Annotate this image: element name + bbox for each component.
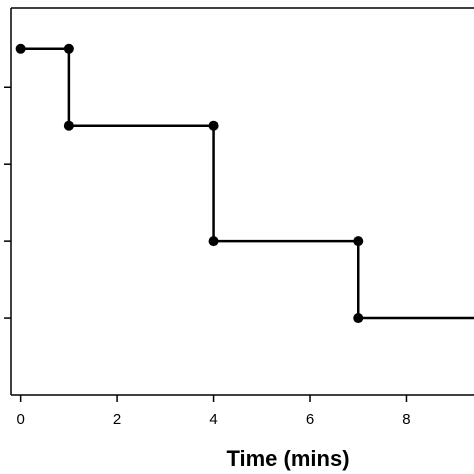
x-tick-label: 6: [306, 411, 314, 428]
data-point: [208, 236, 219, 247]
data-point: [63, 120, 74, 131]
step-line: [20, 47, 360, 319]
x-axis-label: Time (mins): [226, 446, 349, 471]
x-tick-label: 4: [209, 411, 217, 428]
x-tick-label: 2: [113, 411, 121, 428]
data-point: [353, 313, 364, 324]
data-point: [208, 120, 219, 131]
data-point: [353, 236, 364, 247]
data-point: [15, 43, 26, 54]
data-point: [63, 43, 74, 54]
x-tick-label: 0: [16, 411, 24, 428]
x-tick-label: 8: [402, 411, 410, 428]
